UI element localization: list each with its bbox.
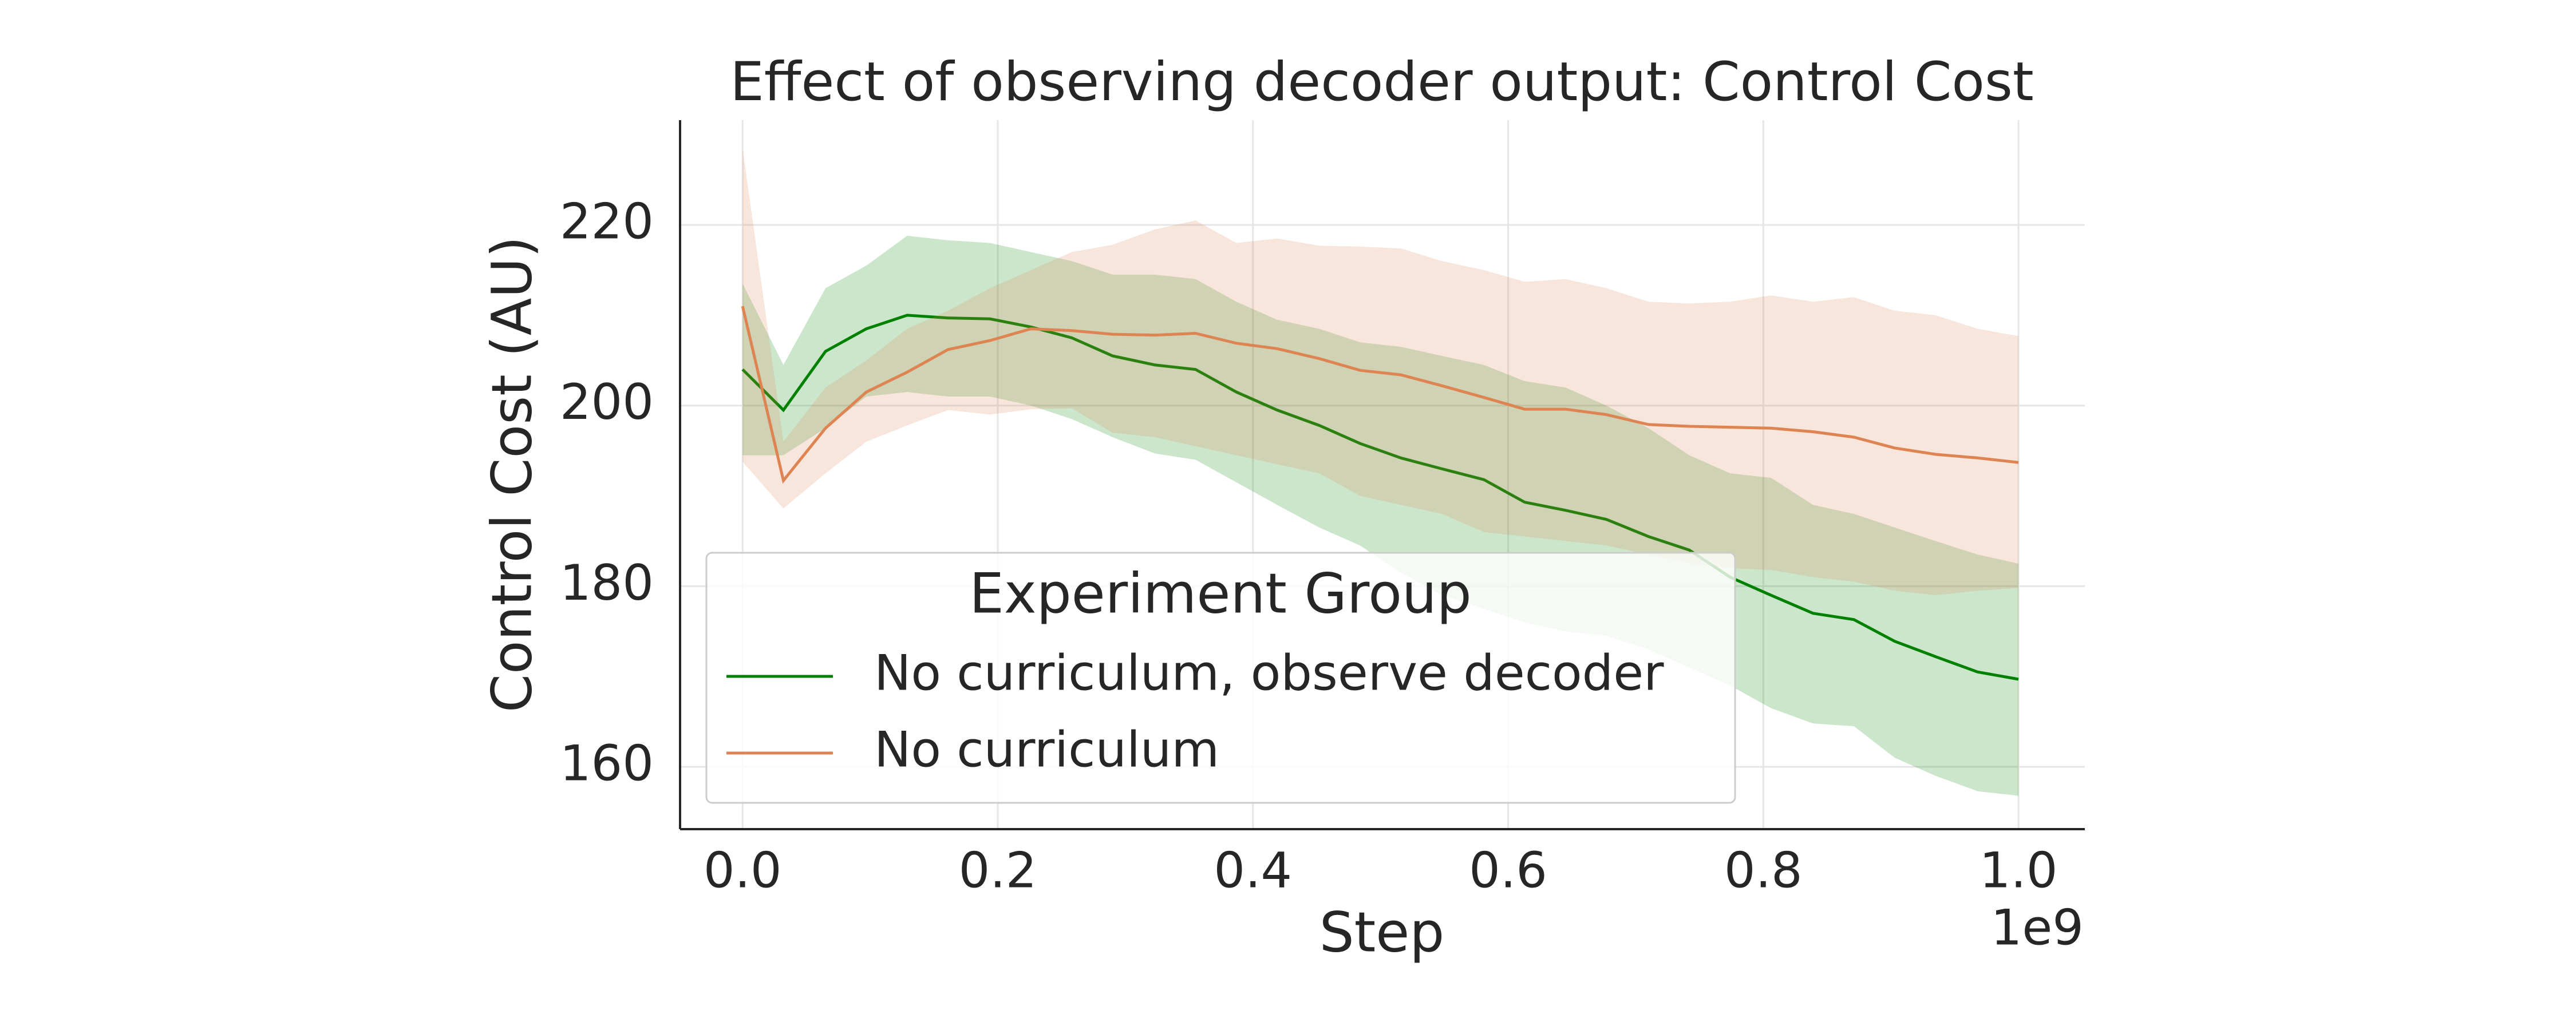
chart-title: Effect of observing decoder output: Cont… <box>730 51 2033 113</box>
legend-label: No curriculum <box>874 721 1219 778</box>
legend: Experiment Group No curriculum, observe d… <box>705 552 1736 804</box>
x-tick-label: 0.6 <box>1469 842 1547 899</box>
y-tick-label: 160 <box>560 735 654 793</box>
y-tick-label: 200 <box>560 374 654 431</box>
legend-title: Experiment Group <box>969 561 1471 625</box>
series-line <box>741 306 2019 484</box>
x-tick-label: 0.4 <box>1214 842 1292 899</box>
legend-box <box>705 552 1736 804</box>
x-tick-label: 0.8 <box>1724 842 1803 899</box>
legend-label: No curriculum, observe decoder <box>874 644 1664 702</box>
x-tick-label: 1.0 <box>1980 842 2058 899</box>
y-tick-label: 180 <box>560 554 654 612</box>
x-tick-label: 0.2 <box>959 842 1037 899</box>
x-axis-label: Step <box>1319 900 1445 964</box>
x-offset-label: 1e9 <box>1991 899 2084 956</box>
y-tick-label: 220 <box>560 193 654 251</box>
x-tick-label: 0.0 <box>704 842 782 899</box>
y-axis-label: Control Cost (AU) <box>480 236 544 712</box>
series-line <box>741 314 2019 681</box>
